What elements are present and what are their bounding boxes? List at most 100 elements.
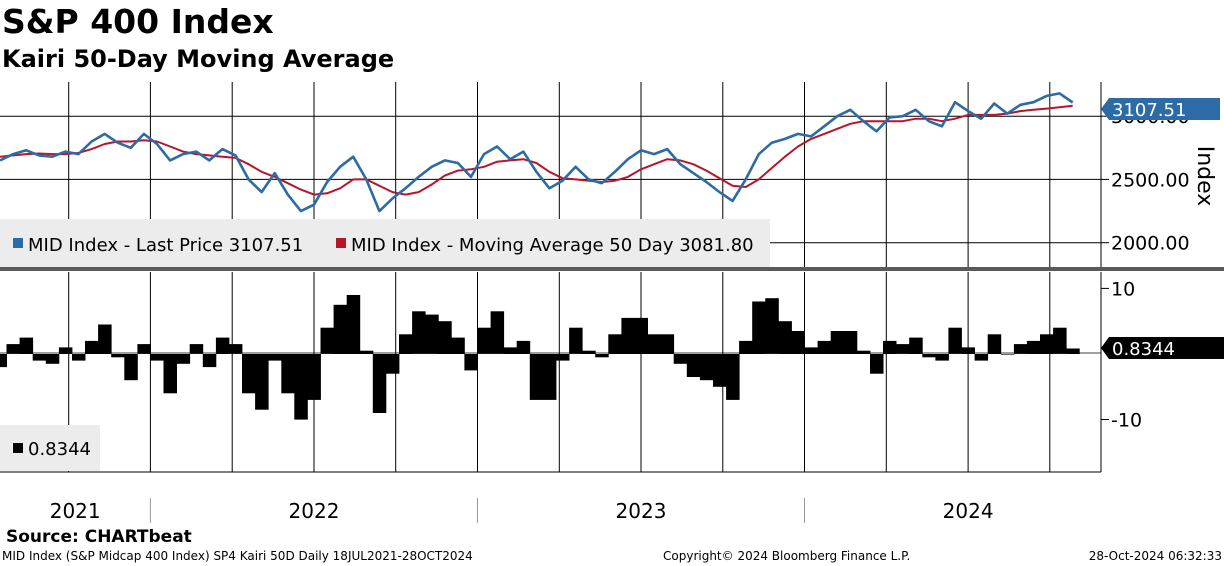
kairi-bar [490, 311, 505, 354]
kairi-bar [660, 334, 675, 354]
kairi-bar [307, 354, 321, 400]
kairi-bar [961, 347, 975, 354]
kairi-bar [98, 324, 112, 354]
chart-subtitle: Kairi 50-Day Moving Average [2, 45, 395, 73]
kairi-bar [215, 337, 230, 354]
lower-y-tick-label: -10 [1111, 410, 1142, 432]
kairi-bar [726, 354, 740, 400]
kairi-bar [19, 337, 34, 354]
kairi-bar [124, 354, 138, 381]
x-year-label: 2021 [50, 499, 101, 523]
kairi-bar [137, 344, 151, 354]
kairi-bar [804, 347, 818, 354]
kairi-bar [856, 350, 871, 354]
lower-gridlines [68, 272, 1051, 472]
kairi-bar [189, 344, 204, 354]
kairi-bar [569, 327, 583, 354]
upper-y-tick-label: 2500.00 [1111, 169, 1190, 191]
kairi-bar [686, 354, 701, 377]
kairi-bar [1026, 340, 1041, 354]
panel-divider [0, 267, 1224, 271]
kairi-bar [45, 354, 60, 364]
kairi-bar [72, 354, 86, 361]
kairi-bar [909, 337, 923, 354]
footer-description: MID Index (S&P Midcap 400 Index) SP4 Kai… [2, 549, 473, 563]
source-note: Source: CHARTbeat [6, 527, 192, 547]
kairi-bar [935, 354, 949, 361]
kairi-bar [333, 304, 348, 354]
kairi-bar [32, 354, 47, 361]
kairi-callout-box [1101, 337, 1224, 359]
price-line [0, 92, 1074, 213]
kairi-bar [529, 354, 544, 400]
kairi-bar [503, 347, 518, 354]
kairi-bar [228, 344, 243, 354]
price-callout: 3107.51 [1101, 98, 1220, 121]
kairi-bar [870, 354, 884, 374]
lower-y-tick-label: 10 [1111, 278, 1135, 300]
kairi-bar [438, 321, 452, 354]
kairi-bar [556, 354, 570, 361]
kairi-bar [739, 340, 753, 354]
kairi-bar [516, 340, 531, 354]
price-callout-box [1101, 98, 1220, 120]
kairi-bar [765, 298, 779, 354]
kairi-bar [399, 334, 413, 354]
footer-timestamp: 28-Oct-2024 06:32:33 [1088, 549, 1222, 563]
kairi-bar [372, 354, 387, 413]
kairi-bar [0, 354, 7, 368]
x-year-label: 2023 [616, 499, 667, 523]
kairi-bar [791, 331, 805, 354]
kairi-bar [451, 337, 465, 354]
x-year-label: 2022 [289, 499, 340, 523]
kairi-bar [647, 334, 662, 354]
kairi-bar [1013, 344, 1028, 354]
kairi-bar [320, 327, 334, 354]
kairi-bar [111, 354, 125, 358]
kairi-bar [85, 340, 99, 354]
kairi-bar [464, 354, 478, 371]
kairi-bar [987, 334, 1002, 354]
kairi-bar [542, 354, 557, 400]
kairi-bar [595, 354, 609, 358]
kairi-bar [699, 354, 714, 381]
chart-title: S&P 400 Index [2, 2, 274, 41]
kairi-bar [58, 347, 73, 354]
kairi-bar [359, 350, 374, 354]
kairi-bar [778, 321, 792, 354]
kairi-bar [974, 354, 989, 361]
kairi-bar [176, 354, 191, 364]
upper-legend: MID Index - Last Price 3107.51 MID Index… [13, 235, 754, 256]
kairi-bar [582, 350, 596, 354]
upper-y-tick-label: 2000.00 [1111, 233, 1190, 255]
kairi-bar [242, 354, 256, 394]
kairi-bar [1066, 348, 1080, 354]
kairi-bar [6, 344, 20, 354]
kairi-bar [673, 354, 688, 364]
kairi-bar [294, 354, 308, 420]
kairi-bar [412, 311, 426, 354]
legend-label-kairi: 0.8344 [28, 439, 91, 460]
kairi-bar [385, 354, 400, 374]
kairi-bar [843, 331, 858, 354]
kairi-bar [817, 340, 832, 354]
kairi-bar [1000, 354, 1015, 355]
legend-swatch-kairi [13, 443, 23, 453]
kairi-bar [634, 317, 648, 354]
lower-y-axis: 10 -10 [1101, 278, 1142, 432]
kairi-bar [752, 301, 766, 354]
legend-label-moving-average: MID Index - Moving Average 50 Day 3081.8… [351, 235, 754, 256]
kairi-bar [255, 354, 269, 410]
kairi-bar [150, 354, 164, 361]
kairi-bar [608, 334, 622, 354]
kairi-bar [346, 295, 361, 354]
moving-average-line [0, 104, 1073, 196]
upper-legend-box [0, 219, 770, 267]
kairi-callout: 0.8344 [1101, 337, 1224, 360]
legend-label-price: MID Index - Last Price 3107.51 [28, 235, 303, 256]
kairi-bar [830, 331, 845, 354]
kairi-bar [1040, 334, 1054, 354]
kairi-bar [621, 317, 635, 354]
